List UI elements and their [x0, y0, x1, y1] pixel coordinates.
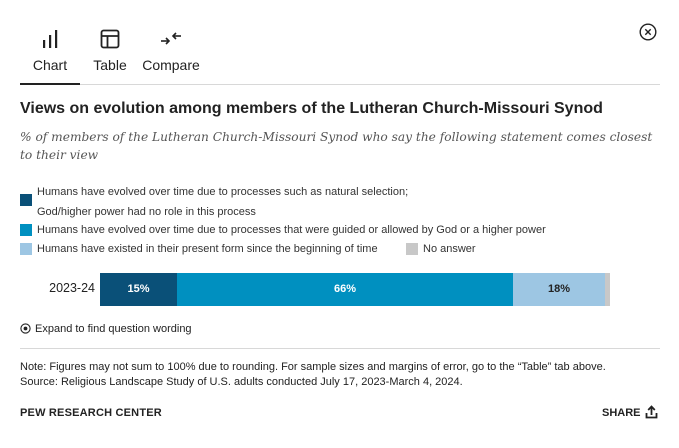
share-button[interactable]: SHARE [602, 405, 658, 419]
tab-chart[interactable]: Chart [20, 26, 80, 85]
notes: Note: Figures may not sum to 100% due to… [20, 360, 660, 390]
expand-circle-icon [20, 323, 31, 334]
bar-segment-label: 15% [127, 283, 150, 295]
bar-segment [513, 273, 605, 306]
source-text: Source: Religious Landscape Study of U.S… [20, 376, 463, 388]
chart-title: Views on evolution among members of the … [20, 100, 603, 117]
tab-compare[interactable]: Compare [139, 26, 203, 84]
bar-segment-label: 66% [333, 283, 357, 295]
row-label: 2023-24 [49, 281, 95, 295]
bar-segment [605, 273, 610, 306]
tab-compare-label: Compare [142, 57, 200, 73]
close-button[interactable] [639, 23, 657, 41]
chart-subtitle: % of members of the Lutheran Church-Miss… [20, 130, 653, 162]
legend-swatch [406, 243, 418, 255]
legend-swatch [20, 224, 32, 236]
close-icon [639, 23, 657, 41]
bar-segment-label: 18% [547, 283, 571, 295]
share-icon [645, 405, 657, 419]
legend-swatch [20, 243, 32, 255]
legend-label: Humans have evolved over time due to pro… [37, 224, 546, 236]
tab-table[interactable]: Table [88, 26, 132, 84]
divider [20, 348, 660, 349]
tab-bar: Chart Table Compare [20, 26, 660, 85]
share-label: SHARE [602, 407, 641, 419]
bar-segment [177, 273, 513, 306]
legend-label: No answer [423, 243, 476, 255]
note-text: Note: Figures may not sum to 100% due to… [20, 361, 606, 373]
legend-swatch [20, 194, 32, 206]
legend-label: Humans have evolved over time due to pro… [37, 186, 409, 218]
brand-name: PEW RESEARCH CENTER [20, 407, 162, 419]
compare-icon [161, 32, 181, 45]
expand-question-wording[interactable]: Expand to find question wording [20, 323, 192, 335]
tab-chart-label: Chart [32, 57, 68, 73]
bar-chart-icon [43, 30, 58, 48]
bar-segment [100, 273, 177, 306]
legend-label: Humans have existed in their present for… [37, 243, 378, 255]
table-icon [100, 29, 120, 49]
tab-table-label: Table [93, 57, 127, 73]
expand-label: Expand to find question wording [35, 323, 192, 335]
stacked-bar: 15% 66% 18% [100, 273, 610, 306]
